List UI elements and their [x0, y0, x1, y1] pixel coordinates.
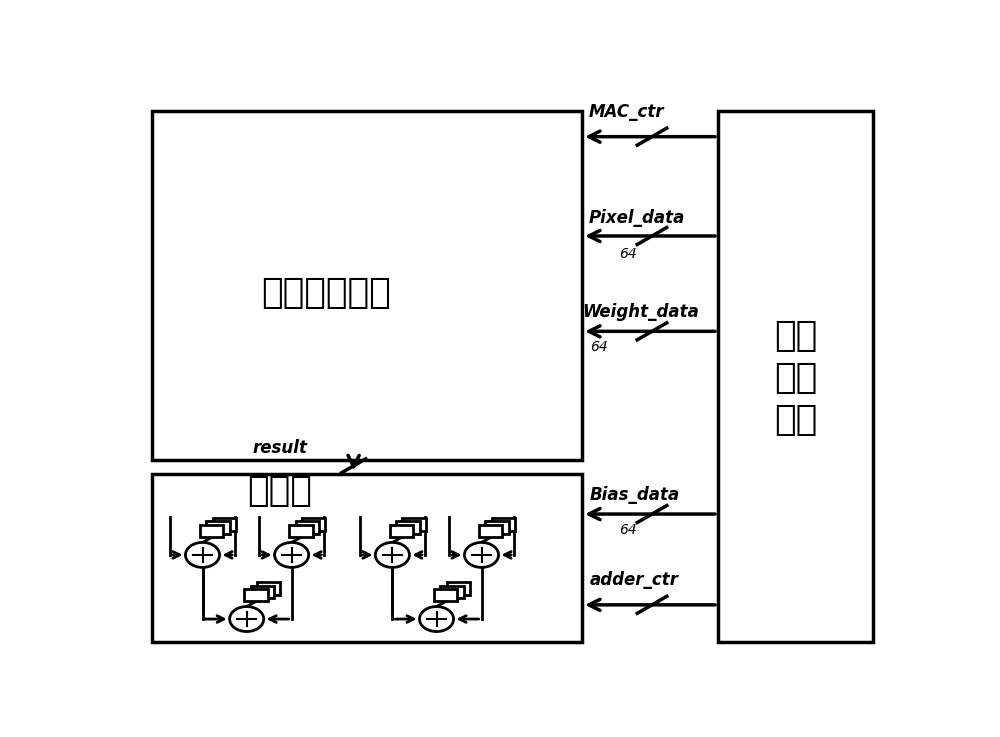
Bar: [390, 525, 413, 537]
Text: 加法树: 加法树: [248, 475, 312, 509]
Bar: [244, 589, 268, 601]
Circle shape: [185, 542, 220, 567]
Text: adder_ctr: adder_ctr: [590, 571, 679, 589]
Bar: [200, 525, 223, 537]
Bar: [152, 111, 582, 460]
Bar: [718, 111, 873, 642]
Bar: [485, 522, 509, 534]
Circle shape: [464, 542, 499, 567]
Bar: [257, 582, 280, 595]
Bar: [396, 522, 420, 534]
Text: result: result: [253, 439, 308, 457]
Bar: [402, 518, 426, 531]
Circle shape: [230, 607, 264, 632]
Text: 64: 64: [619, 523, 637, 537]
Text: Weight_data: Weight_data: [582, 303, 699, 321]
Text: Bias_data: Bias_data: [590, 486, 680, 504]
Bar: [251, 586, 274, 598]
Bar: [447, 582, 470, 595]
Circle shape: [375, 542, 409, 567]
Bar: [296, 522, 319, 534]
Bar: [479, 525, 502, 537]
Text: Pixel_data: Pixel_data: [588, 209, 685, 228]
Text: 64: 64: [619, 248, 637, 262]
Bar: [213, 518, 236, 531]
Text: 64: 64: [590, 340, 608, 354]
Bar: [302, 518, 325, 531]
Bar: [206, 522, 230, 534]
Bar: [289, 525, 313, 537]
Bar: [492, 518, 515, 531]
Bar: [440, 586, 464, 598]
Text: 卷积计算模块: 卷积计算模块: [262, 276, 391, 310]
Circle shape: [420, 607, 454, 632]
Circle shape: [275, 542, 309, 567]
Bar: [152, 475, 582, 642]
Text: MAC_ctr: MAC_ctr: [588, 103, 664, 122]
Bar: [434, 589, 457, 601]
Text: 计算
控制
模块: 计算 控制 模块: [774, 319, 817, 437]
